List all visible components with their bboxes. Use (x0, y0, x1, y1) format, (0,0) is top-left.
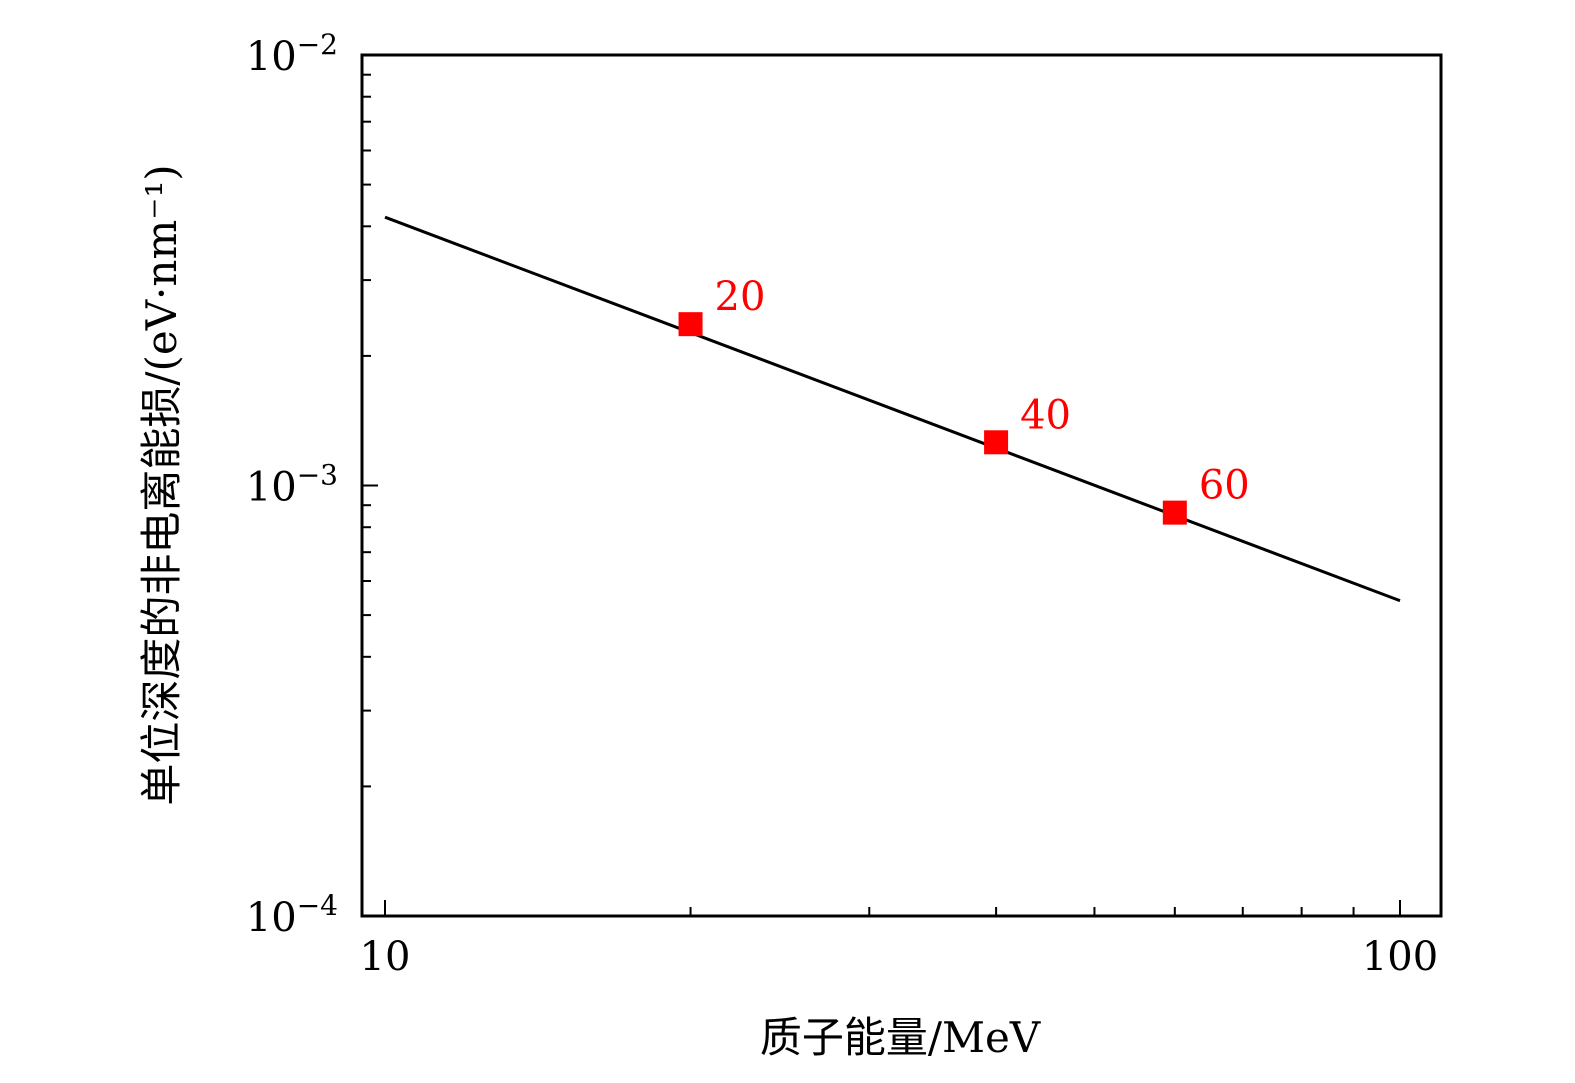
data-point-marker (984, 430, 1009, 455)
axis-ticks (362, 54, 1401, 917)
y-tick-label: 10−4 (246, 889, 338, 941)
series-layer: 20 40 60 (384, 215, 1401, 603)
data-point-label: 40 (1020, 392, 1071, 438)
data-point-label: 20 (715, 274, 766, 320)
axis-tick-labels: 10 100 10−2 10−3 10−4 (246, 28, 1438, 980)
y-tick-label: 10−2 (246, 28, 338, 80)
fit-line (384, 215, 1401, 603)
plot-frame (360, 53, 1443, 918)
y-axis-title: 单位深度的非电离能损/(eV·nm⁻¹) (137, 164, 186, 805)
y-tick-label: 10−3 (246, 459, 338, 511)
data-point-marker (1162, 500, 1187, 525)
data-point-marker (678, 312, 703, 337)
x-tick-label: 100 (1362, 934, 1438, 980)
x-tick-label: 10 (360, 934, 411, 980)
x-axis-title: 质子能量/MeV (760, 1013, 1041, 1062)
data-point-label: 60 (1199, 463, 1250, 509)
